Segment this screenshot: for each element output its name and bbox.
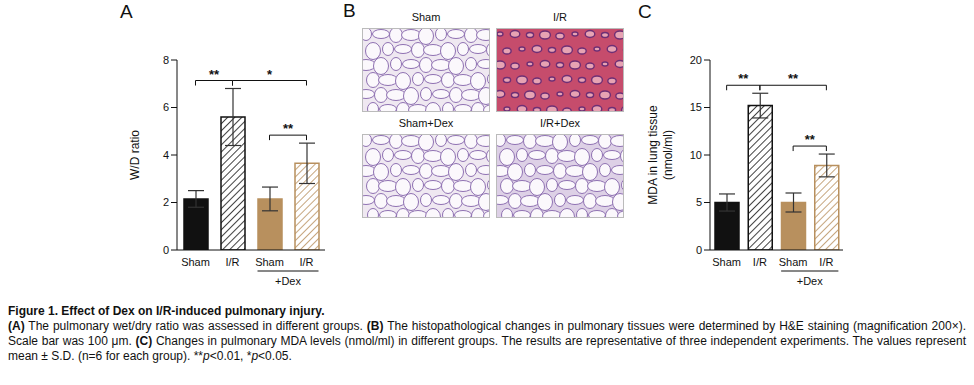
svg-text:Sham: Sham — [779, 256, 808, 268]
html-text:Sham+Dex: Sham+Dex — [398, 117, 454, 129]
html-text:I/R: I/R — [553, 11, 567, 23]
html-text:(A) The pulmonary wet/dry rati: (A) The pulmonary wet/dry ratio was asse… — [8, 319, 966, 363]
svg-text:**: ** — [805, 132, 816, 147]
svg-text:Sham: Sham — [181, 256, 210, 268]
svg-text:I/R: I/R — [225, 256, 239, 268]
svg-text:I/R: I/R — [753, 256, 767, 268]
svg-text:I/R: I/R — [299, 256, 313, 268]
html-text:B: B — [343, 0, 356, 21]
svg-text:Sham: Sham — [712, 256, 741, 268]
svg-text:2: 2 — [163, 196, 169, 208]
svg-text:0: 0 — [696, 244, 702, 256]
svg-text:**: ** — [788, 71, 799, 86]
svg-text:5: 5 — [696, 196, 702, 208]
svg-text:Sham: Sham — [255, 256, 284, 268]
svg-text:20: 20 — [690, 54, 702, 66]
svg-text:*: * — [267, 67, 273, 82]
svg-text:W/D ratio: W/D ratio — [128, 130, 142, 180]
svg-text:**: ** — [209, 67, 220, 82]
svg-text:C: C — [638, 1, 652, 22]
svg-text:**: ** — [738, 71, 749, 86]
svg-text:A: A — [120, 1, 133, 22]
svg-text:+Dex: +Dex — [797, 275, 823, 287]
svg-text:10: 10 — [690, 149, 702, 161]
svg-text:15: 15 — [690, 101, 702, 113]
svg-text:I/R: I/R — [819, 256, 833, 268]
svg-text:+Dex: +Dex — [275, 275, 301, 287]
svg-text:**: ** — [283, 121, 294, 136]
html-text:Figure 1. Effect of Dex on I/R: Figure 1. Effect of Dex on I/R-induced p… — [8, 304, 325, 318]
svg-text:6: 6 — [163, 101, 169, 113]
svg-text:MDA in lung tissue(nmol/ml): MDA in lung tissue(nmol/ml) — [646, 105, 675, 205]
html-text:I/R+Dex: I/R+Dex — [540, 117, 580, 129]
svg-text:0: 0 — [163, 244, 169, 256]
svg-text:4: 4 — [163, 149, 169, 161]
svg-text:8: 8 — [163, 54, 169, 66]
html-text:Sham: Sham — [411, 11, 441, 23]
